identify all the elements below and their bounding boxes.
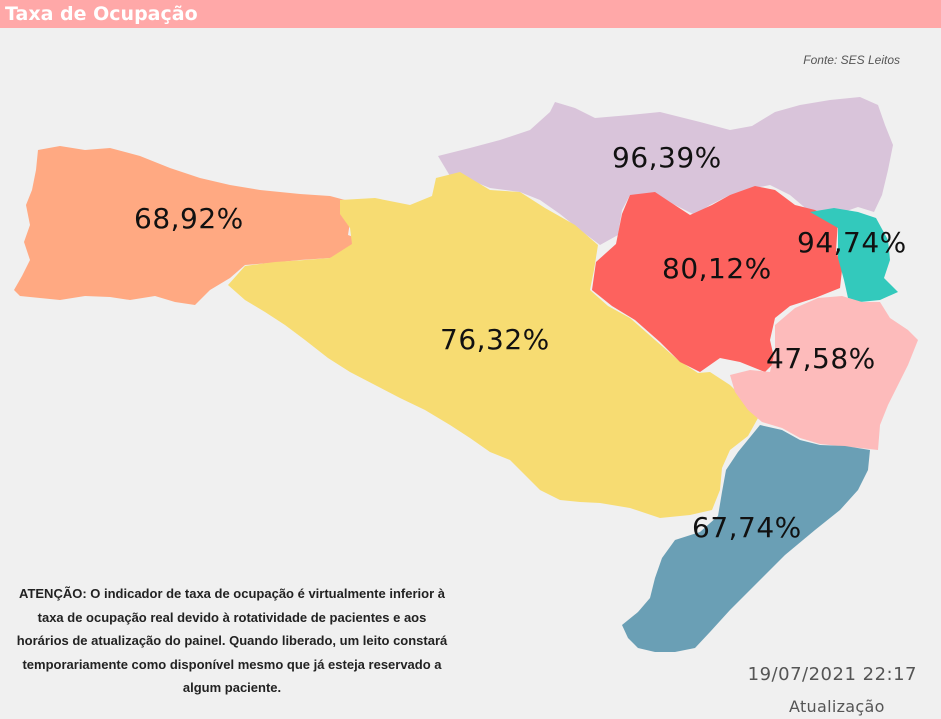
- map-region-north[interactable]: [438, 97, 893, 245]
- source-note: Fonte: SES Leitos: [803, 53, 900, 67]
- map-region-west[interactable]: [14, 146, 362, 305]
- region-label-metro: 80,12%: [662, 252, 772, 285]
- map-region-southeast[interactable]: [730, 296, 918, 450]
- region-label-north: 96,39%: [612, 141, 722, 174]
- region-label-coast-north: 94,74%: [797, 226, 907, 259]
- map-region-central[interactable]: [228, 172, 758, 518]
- region-label-southeast: 47,58%: [766, 342, 876, 375]
- map-region-metro[interactable]: [592, 186, 842, 372]
- region-label-central: 76,32%: [440, 323, 550, 356]
- header-bar: Taxa de Ocupação: [0, 0, 941, 28]
- region-label-south: 67,74%: [692, 511, 802, 544]
- map-region-coast-north[interactable]: [810, 208, 898, 302]
- update-label: Atualização: [789, 697, 885, 716]
- region-label-west: 68,92%: [134, 202, 244, 235]
- attention-notice: ATENÇÃO: O indicador de taxa de ocupação…: [16, 586, 448, 695]
- page-title: Taxa de Ocupação: [5, 3, 198, 25]
- map-region-south[interactable]: [622, 425, 870, 652]
- update-timestamp: 19/07/2021 22:17: [747, 664, 917, 685]
